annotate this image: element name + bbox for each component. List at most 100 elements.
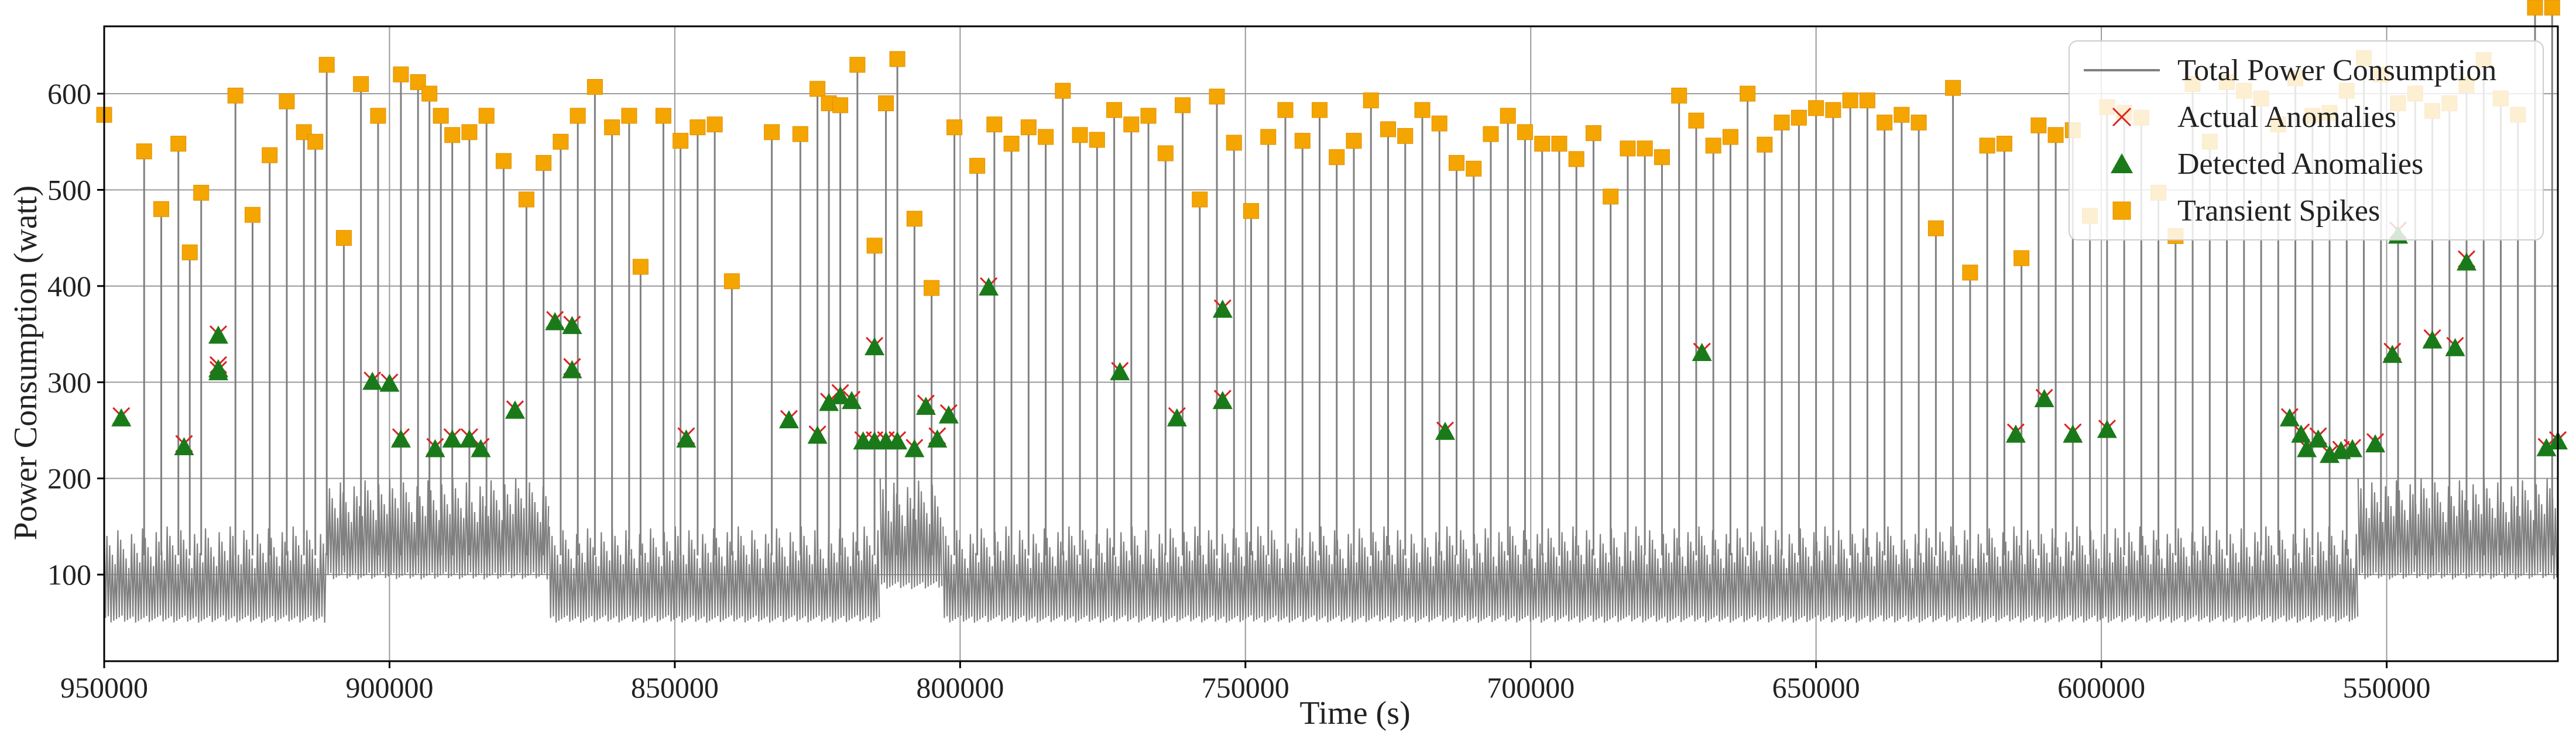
transient-spike-marker	[878, 95, 894, 112]
transient-spike-marker	[227, 87, 243, 104]
transient-spike-marker	[153, 201, 169, 217]
detected-anomaly-marker	[2342, 439, 2363, 458]
x-tick-label: 950000	[60, 671, 148, 704]
transient-spike-marker	[792, 126, 808, 142]
transient-spike-marker	[604, 119, 620, 136]
transient-spike-marker	[1466, 160, 1482, 177]
detected-anomaly-marker	[2457, 252, 2477, 271]
transient-spike-marker	[421, 85, 438, 102]
detected-anomaly-marker	[362, 372, 383, 390]
legend-box	[2069, 40, 2544, 240]
transient-spike-marker	[570, 108, 586, 124]
transient-spike-marker	[1397, 128, 1414, 144]
detected-anomaly-marker	[1212, 391, 1233, 410]
transient-spike-marker	[1055, 83, 1071, 99]
detected-anomaly-marker	[2365, 434, 2386, 453]
transient-spike-marker	[1927, 220, 1944, 236]
power-line-segment	[942, 526, 2359, 623]
transient-spike-marker	[1038, 129, 1054, 145]
transient-spike-marker	[1808, 100, 1824, 116]
x-axis-title: Time (s)	[1299, 695, 1410, 731]
transient-spike-marker	[809, 81, 826, 97]
transient-spike-marker	[1003, 136, 1020, 152]
detected-anomaly-marker	[562, 315, 582, 334]
transient-spike-marker	[1072, 127, 1088, 143]
legend-label-transient-spikes: Transient Spikes	[2177, 194, 2380, 228]
transient-spike-marker	[1414, 102, 1431, 118]
transient-spike-marker	[410, 74, 426, 90]
x-tick-label: 800000	[916, 671, 1004, 704]
transient-spike-marker	[1500, 108, 1516, 124]
detected-anomaly-marker	[2308, 429, 2328, 448]
transient-spike-marker	[2030, 117, 2047, 133]
legend-swatch-x	[2112, 107, 2132, 127]
transient-spike-marker	[706, 116, 723, 133]
transient-spike-marker	[673, 133, 689, 149]
detected-anomaly-marker	[887, 431, 908, 450]
detected-anomaly-marker	[842, 391, 862, 410]
transient-spike-marker	[370, 108, 386, 124]
transient-spike-marker	[1243, 203, 1260, 219]
transient-spike-marker	[553, 133, 569, 150]
transient-spike-marker	[1380, 121, 1396, 138]
transient-spike-marker	[2047, 127, 2064, 143]
power-line-segment	[103, 526, 327, 623]
transient-spike-marker	[1774, 114, 1790, 130]
transient-spike-marker	[1757, 136, 1773, 153]
transient-spike-marker	[170, 136, 187, 152]
transient-spike-marker	[1192, 191, 1208, 208]
detected-anomaly-marker	[505, 400, 525, 419]
x-tick-label: 650000	[1772, 671, 1860, 704]
detected-anomaly-marker	[174, 437, 194, 456]
transient-spike-marker	[1877, 114, 1893, 130]
transient-spike-marker	[478, 108, 495, 124]
detected-anomaly-marker	[927, 429, 948, 448]
transient-spike-marker	[1277, 102, 1294, 118]
detected-anomaly-marker	[2382, 345, 2403, 363]
transient-spike-marker	[621, 108, 637, 124]
transient-spike-marker	[1020, 119, 1037, 136]
detected-anomaly-marker	[2422, 330, 2443, 349]
transient-spike-marker	[1568, 151, 1584, 167]
transient-spike-marker	[1106, 102, 1123, 118]
y-tick-label: 100	[47, 558, 91, 591]
transient-spike-marker	[536, 154, 552, 171]
x-tick-label: 750000	[1202, 671, 1289, 704]
detected-anomaly-marker	[676, 429, 697, 448]
transient-spike-marker	[1603, 188, 1619, 205]
detected-anomaly-marker	[2279, 408, 2300, 427]
detected-anomaly-marker	[904, 439, 925, 458]
transient-spike-marker	[1448, 154, 1464, 171]
detected-anomaly-marker	[865, 337, 885, 356]
x-tick-label: 550000	[2343, 671, 2431, 704]
transient-spike-marker	[1431, 115, 1448, 132]
detected-anomaly-marker	[819, 393, 839, 411]
transient-spike-marker	[181, 244, 198, 260]
x-tick-label: 600000	[2057, 671, 2145, 704]
detected-anomaly-marker	[1110, 362, 1130, 380]
y-tick-label: 500	[47, 173, 91, 206]
transient-spike-marker	[986, 116, 1003, 133]
transient-spike-marker	[1705, 138, 1721, 154]
transient-spike-marker	[1483, 126, 1499, 142]
transient-spike-marker	[1740, 85, 1756, 102]
transient-spike-marker	[1517, 124, 1533, 140]
transient-spike-marker	[1534, 136, 1551, 152]
transient-spike-marker	[244, 207, 260, 223]
transient-spike-marker	[924, 280, 940, 296]
legend-swatch-triangle	[2111, 153, 2133, 173]
transient-spike-marker	[832, 97, 849, 114]
y-tick-label: 400	[47, 270, 91, 303]
transient-spike-marker	[1910, 114, 1927, 130]
transient-spike-marker	[1294, 133, 1311, 149]
transient-spike-marker	[1671, 87, 1687, 104]
detected-anomaly-marker	[1692, 342, 1712, 361]
y-tick-label: 200	[47, 462, 91, 495]
detected-anomaly-marker	[2063, 424, 2083, 443]
transient-spike-marker	[1346, 133, 1362, 149]
legend-label-actual-anomalies: Actual Anomalies	[2177, 101, 2396, 134]
transient-spike-marker	[193, 184, 210, 201]
transient-spike-marker	[1363, 92, 1379, 109]
transient-spike-marker	[307, 133, 324, 150]
legend-label-detected-anomalies: Detected Anomalies	[2177, 147, 2423, 181]
